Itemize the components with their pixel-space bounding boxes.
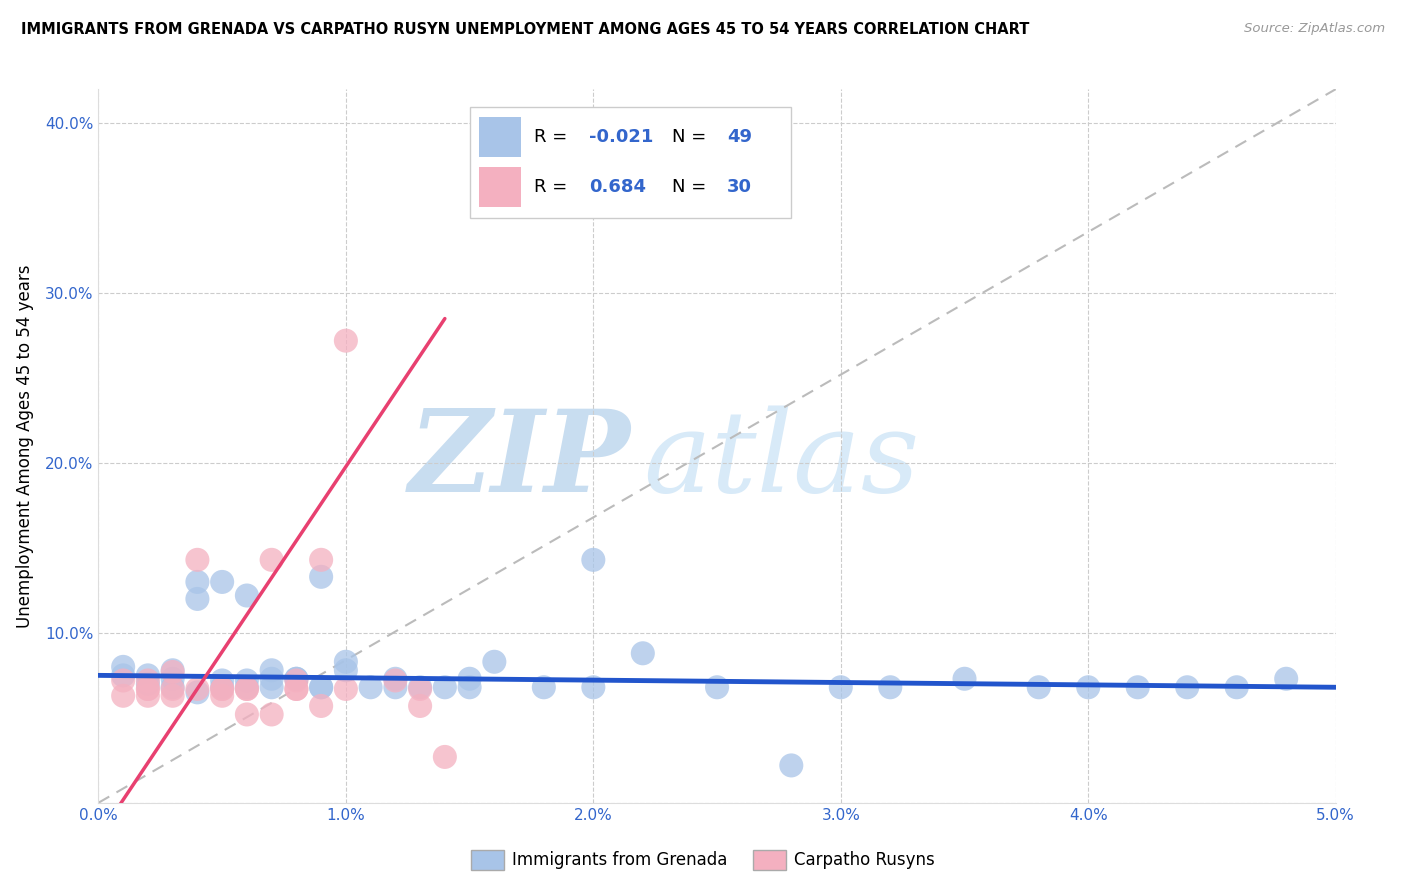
Point — [136, 681, 159, 696]
FancyBboxPatch shape — [470, 107, 792, 218]
Point — [1126, 680, 1149, 694]
Point — [309, 680, 332, 694]
Point — [285, 681, 308, 696]
Text: 0.684: 0.684 — [589, 178, 645, 195]
Point — [384, 673, 406, 688]
Point — [236, 681, 259, 696]
Point — [186, 574, 208, 589]
Point — [409, 680, 432, 694]
Text: ZIP: ZIP — [409, 405, 630, 516]
Point — [211, 681, 233, 696]
Text: IMMIGRANTS FROM GRENADA VS CARPATHO RUSYN UNEMPLOYMENT AMONG AGES 45 TO 54 YEARS: IMMIGRANTS FROM GRENADA VS CARPATHO RUSY… — [21, 22, 1029, 37]
FancyBboxPatch shape — [479, 167, 522, 207]
Point — [1226, 680, 1249, 694]
Point — [260, 707, 283, 722]
Point — [879, 680, 901, 694]
Point — [136, 668, 159, 682]
Point — [211, 689, 233, 703]
Point — [186, 681, 208, 696]
Point — [236, 680, 259, 694]
Point — [384, 672, 406, 686]
Text: R =: R = — [534, 128, 572, 146]
Point — [162, 689, 184, 703]
Point — [582, 680, 605, 694]
Point — [384, 680, 406, 694]
Point — [433, 680, 456, 694]
Point — [335, 681, 357, 696]
Point — [112, 660, 135, 674]
Point — [1175, 680, 1198, 694]
Point — [162, 663, 184, 677]
Point — [830, 680, 852, 694]
Point — [458, 680, 481, 694]
Point — [458, 672, 481, 686]
Point — [1275, 672, 1298, 686]
Text: Source: ZipAtlas.com: Source: ZipAtlas.com — [1244, 22, 1385, 36]
Point — [1077, 680, 1099, 694]
Point — [236, 673, 259, 688]
Point — [285, 681, 308, 696]
Point — [360, 680, 382, 694]
Text: 49: 49 — [727, 128, 752, 146]
Point — [162, 665, 184, 679]
Point — [260, 663, 283, 677]
Point — [335, 334, 357, 348]
Point — [1028, 680, 1050, 694]
Point — [186, 553, 208, 567]
Point — [112, 668, 135, 682]
Point — [409, 698, 432, 713]
Point — [285, 672, 308, 686]
Point — [136, 673, 159, 688]
Point — [631, 646, 654, 660]
Point — [706, 680, 728, 694]
Point — [236, 707, 259, 722]
Text: R =: R = — [534, 178, 579, 195]
Legend: Immigrants from Grenada, Carpatho Rusyns: Immigrants from Grenada, Carpatho Rusyns — [464, 843, 942, 877]
Point — [162, 672, 184, 686]
Point — [236, 681, 259, 696]
Text: atlas: atlas — [643, 405, 920, 516]
Text: N =: N = — [672, 178, 713, 195]
Point — [186, 685, 208, 699]
Point — [953, 672, 976, 686]
Text: 30: 30 — [727, 178, 752, 195]
Point — [112, 689, 135, 703]
Point — [260, 672, 283, 686]
Point — [335, 655, 357, 669]
Y-axis label: Unemployment Among Ages 45 to 54 years: Unemployment Among Ages 45 to 54 years — [15, 264, 34, 628]
Point — [309, 698, 332, 713]
Point — [260, 680, 283, 694]
Point — [162, 681, 184, 696]
Point — [211, 681, 233, 696]
Point — [112, 673, 135, 688]
Point — [309, 680, 332, 694]
Text: -0.021: -0.021 — [589, 128, 652, 146]
Text: N =: N = — [672, 128, 713, 146]
Point — [162, 680, 184, 694]
Point — [484, 655, 506, 669]
Point — [780, 758, 803, 772]
Point — [285, 672, 308, 686]
Point — [309, 570, 332, 584]
Point — [309, 553, 332, 567]
Point — [136, 689, 159, 703]
Point — [285, 673, 308, 688]
Point — [186, 591, 208, 606]
Point — [409, 681, 432, 696]
Point — [582, 553, 605, 567]
Point — [136, 677, 159, 691]
Point — [533, 680, 555, 694]
Point — [335, 663, 357, 677]
FancyBboxPatch shape — [479, 117, 522, 157]
Point — [211, 680, 233, 694]
Point — [260, 553, 283, 567]
Point — [236, 589, 259, 603]
Point — [136, 681, 159, 696]
Point — [211, 673, 233, 688]
Point — [433, 750, 456, 764]
Point — [211, 574, 233, 589]
